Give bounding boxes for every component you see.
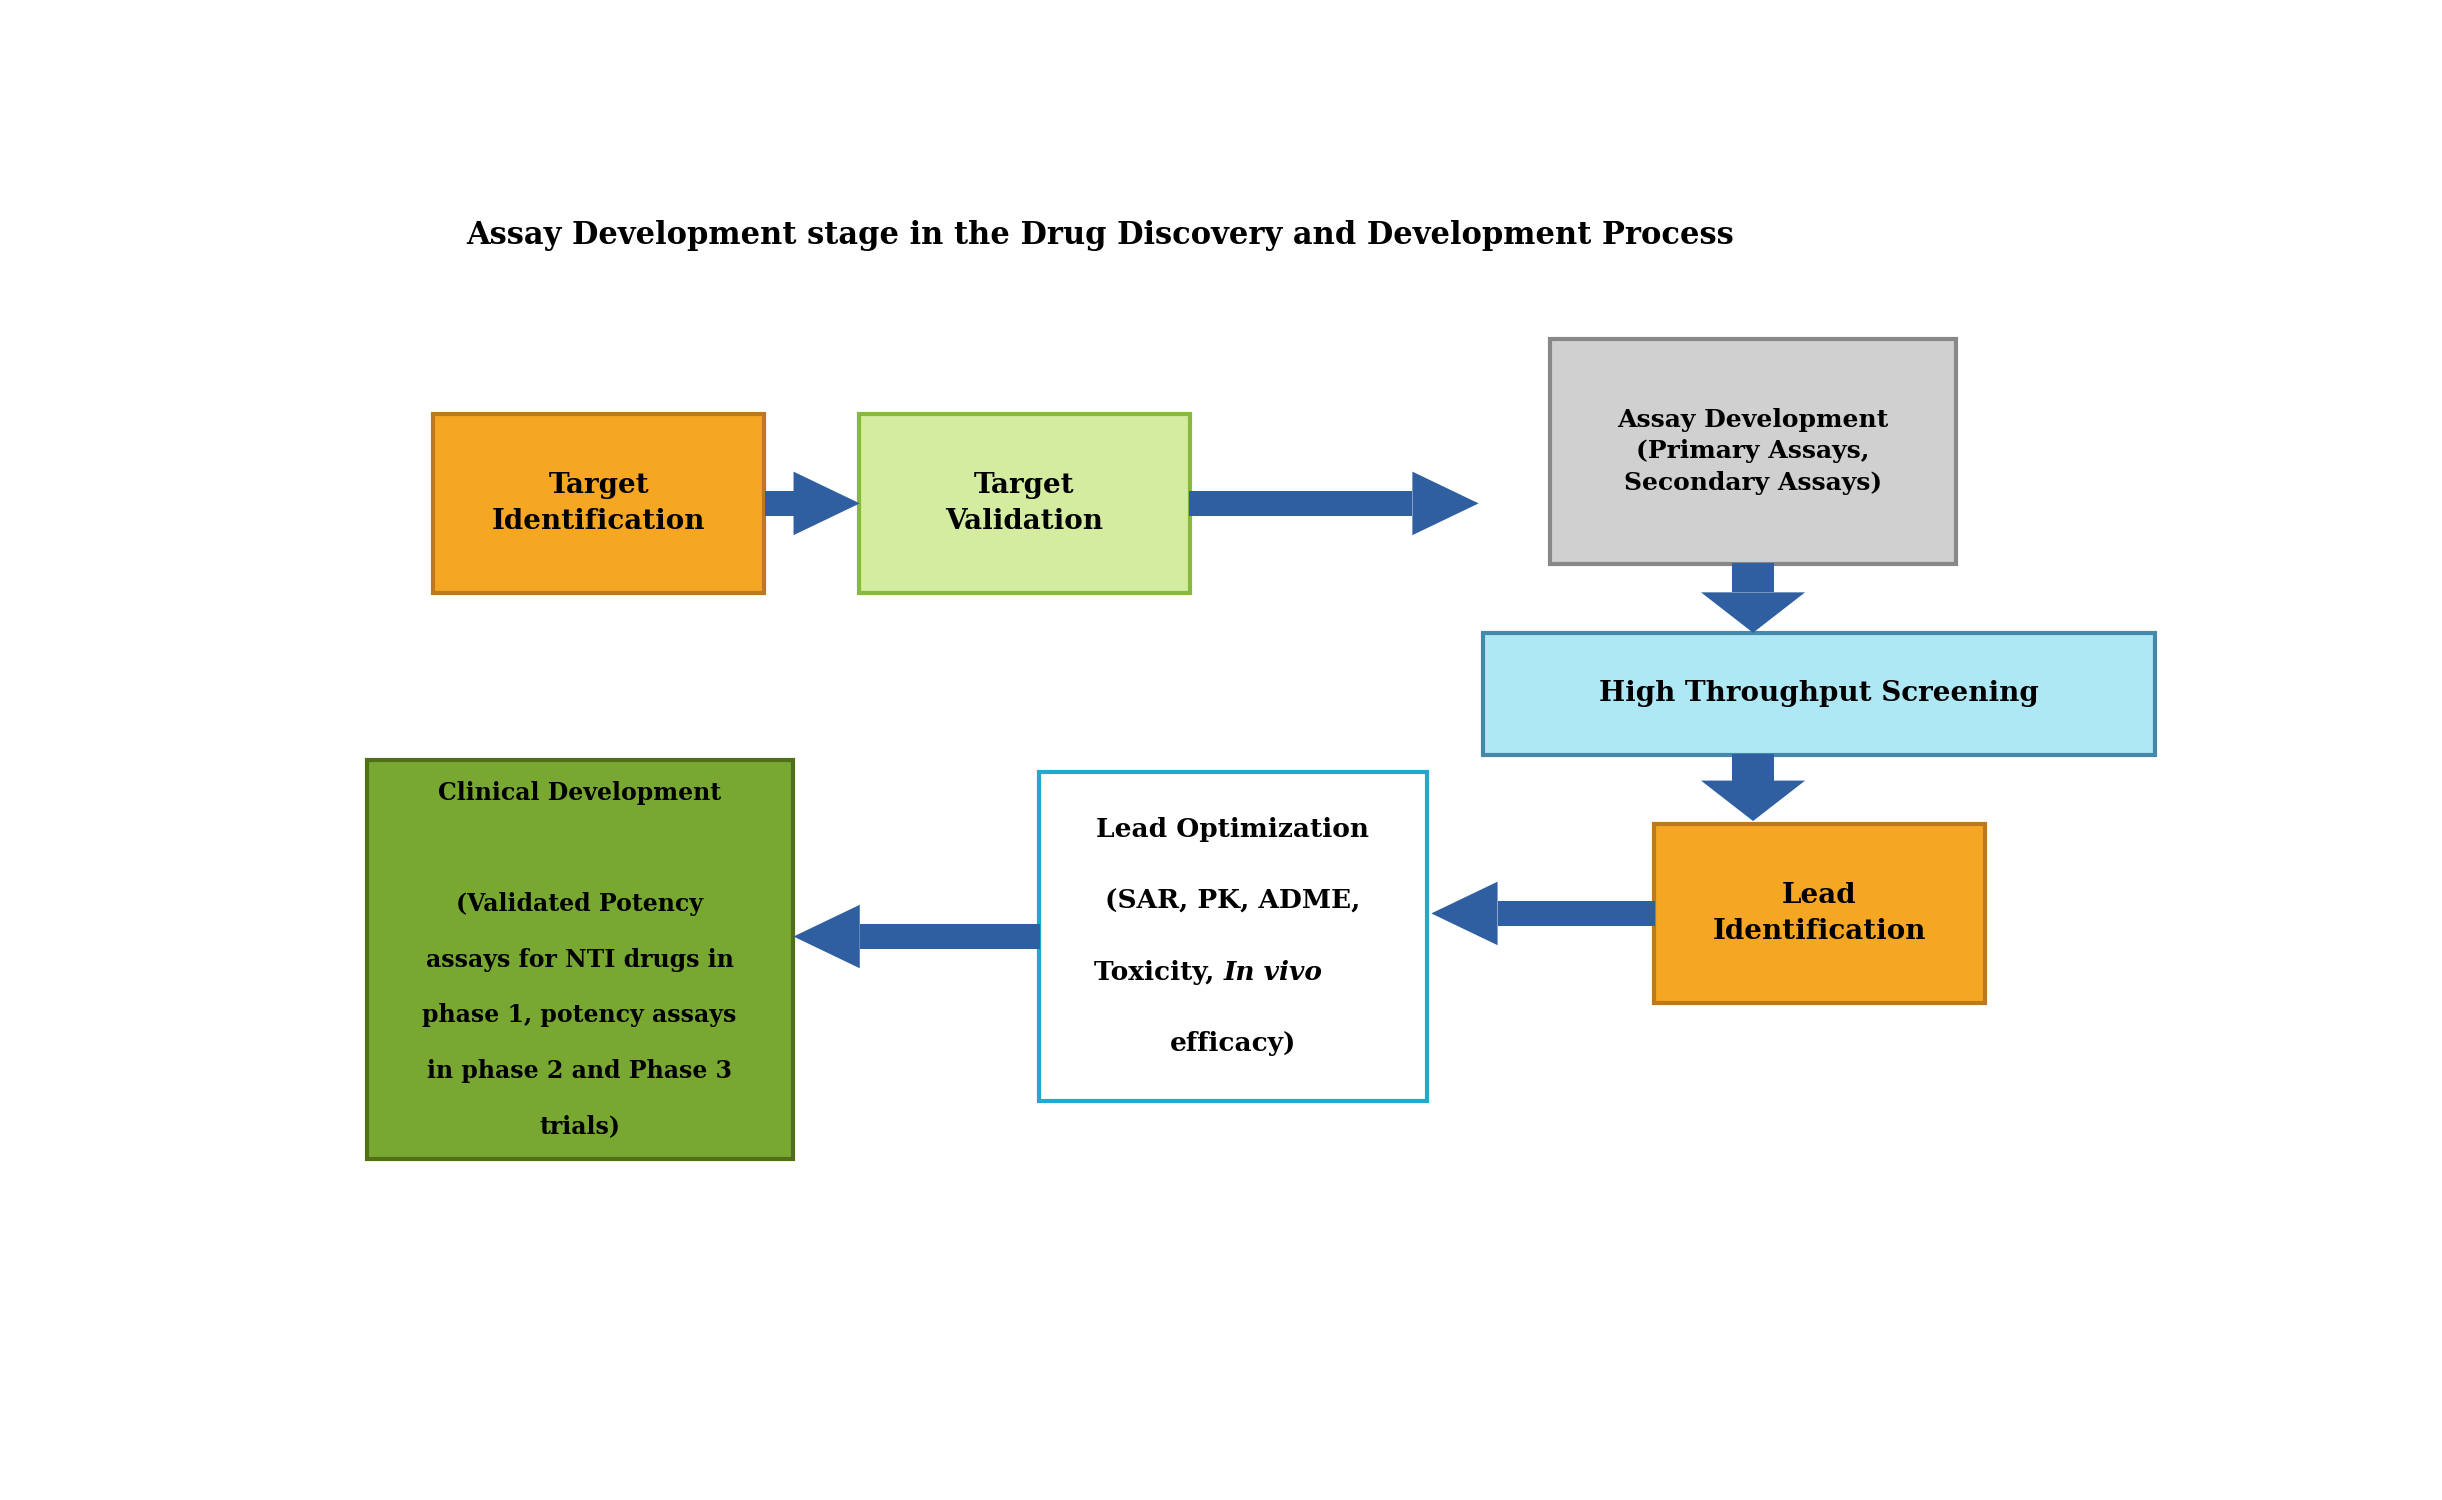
Text: assays for NTI drugs in: assays for NTI drugs in bbox=[425, 948, 733, 972]
Polygon shape bbox=[1431, 882, 1497, 945]
Text: (Validated Potency: (Validated Potency bbox=[457, 892, 703, 916]
Polygon shape bbox=[1702, 592, 1805, 633]
FancyBboxPatch shape bbox=[1653, 824, 1985, 1004]
Bar bbox=[1189, 490, 1411, 516]
Text: High Throughput Screening: High Throughput Screening bbox=[1600, 681, 2039, 708]
Text: Lead
Identification: Lead Identification bbox=[1712, 882, 1927, 945]
Text: In vivo: In vivo bbox=[1223, 960, 1321, 986]
Text: Toxicity,: Toxicity, bbox=[1094, 960, 1223, 986]
Text: Target
Identification: Target Identification bbox=[491, 472, 706, 534]
Bar bbox=[1731, 754, 1773, 780]
FancyBboxPatch shape bbox=[1038, 772, 1426, 1101]
Bar bbox=[860, 924, 1040, 950]
Text: in phase 2 and Phase 3: in phase 2 and Phase 3 bbox=[427, 1059, 733, 1083]
Text: Assay Development stage in the Drug Discovery and Development Process: Assay Development stage in the Drug Disc… bbox=[466, 220, 1734, 252]
Bar bbox=[764, 490, 794, 516]
Bar bbox=[1731, 564, 1773, 592]
FancyBboxPatch shape bbox=[432, 414, 764, 592]
FancyBboxPatch shape bbox=[1482, 633, 2156, 754]
Text: Lead Optimization: Lead Optimization bbox=[1096, 816, 1370, 842]
Polygon shape bbox=[794, 471, 860, 536]
Bar bbox=[1497, 900, 1656, 926]
Text: trials): trials) bbox=[540, 1114, 620, 1138]
Text: Target
Validation: Target Validation bbox=[945, 472, 1104, 534]
Polygon shape bbox=[794, 904, 860, 969]
Text: Clinical Development: Clinical Development bbox=[437, 782, 720, 806]
FancyBboxPatch shape bbox=[366, 760, 794, 1160]
Polygon shape bbox=[1411, 471, 1480, 536]
Text: (SAR, PK, ADME,: (SAR, PK, ADME, bbox=[1104, 888, 1360, 914]
Polygon shape bbox=[1702, 780, 1805, 820]
FancyBboxPatch shape bbox=[860, 414, 1189, 592]
Text: efficacy): efficacy) bbox=[1170, 1032, 1297, 1056]
Text: Assay Development
(Primary Assays,
Secondary Assays): Assay Development (Primary Assays, Secon… bbox=[1617, 408, 1888, 495]
FancyBboxPatch shape bbox=[1551, 339, 1956, 564]
Text: phase 1, potency assays: phase 1, potency assays bbox=[422, 1004, 737, 1028]
